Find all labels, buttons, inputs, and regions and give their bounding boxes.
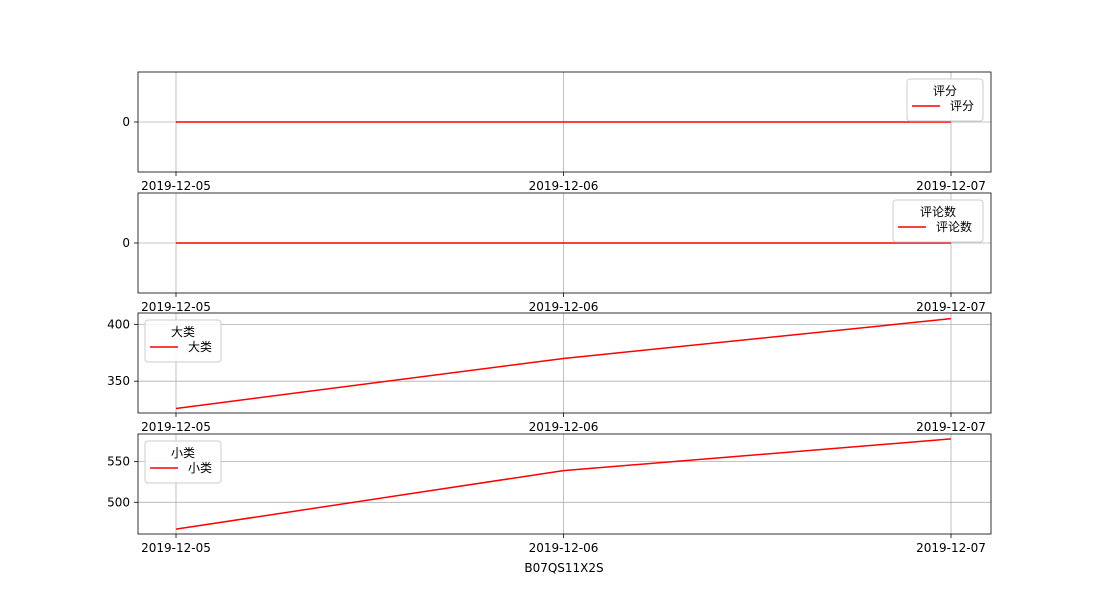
y-tick-label: 500 bbox=[107, 495, 130, 509]
legend-entry: 大类 bbox=[188, 340, 212, 354]
x-tick-label: 2019-12-06 bbox=[529, 541, 599, 555]
legend-entry: 评分 bbox=[950, 99, 974, 113]
x-tick-label: 2019-12-06 bbox=[529, 420, 599, 434]
x-tick-label: 2019-12-07 bbox=[916, 420, 986, 434]
legend-title: 大类 bbox=[171, 325, 195, 339]
axes-frame bbox=[138, 434, 991, 534]
legend-entry: 评论数 bbox=[936, 219, 972, 234]
y-tick-label: 350 bbox=[107, 374, 130, 388]
x-tick-label: 2019-12-05 bbox=[141, 420, 211, 434]
x-tick-label: 2019-12-07 bbox=[916, 179, 986, 193]
x-tick-label: 2019-12-07 bbox=[916, 300, 986, 314]
x-tick-label: 2019-12-05 bbox=[141, 179, 211, 193]
y-tick-label: 400 bbox=[107, 317, 130, 331]
legend-title: 评论数 bbox=[920, 204, 956, 219]
x-tick-label: 2019-12-06 bbox=[529, 179, 599, 193]
y-tick-label: 550 bbox=[107, 455, 130, 469]
x-tick-label: 2019-12-07 bbox=[916, 541, 986, 555]
y-tick-label: 0 bbox=[122, 115, 130, 129]
x-tick-label: 2019-12-06 bbox=[529, 300, 599, 314]
legend-title: 小类 bbox=[171, 446, 195, 460]
legend-entry: 小类 bbox=[188, 461, 212, 475]
y-tick-label: 0 bbox=[122, 236, 130, 250]
legend-title: 评分 bbox=[933, 84, 957, 98]
x-tick-label: 2019-12-05 bbox=[141, 300, 211, 314]
x-axis-label: B07QS11X2S bbox=[524, 561, 603, 575]
x-tick-label: 2019-12-05 bbox=[141, 541, 211, 555]
